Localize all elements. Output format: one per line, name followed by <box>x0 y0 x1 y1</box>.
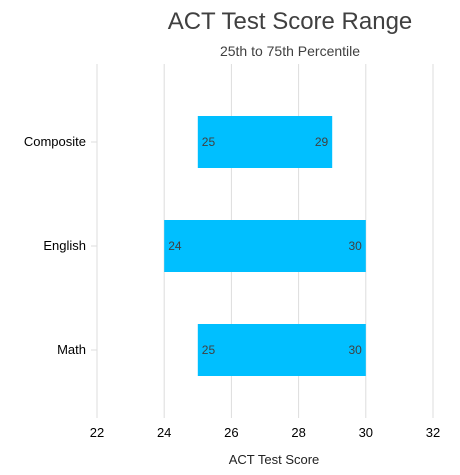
chart-subtitle: 25th to 75th Percentile <box>219 43 361 59</box>
range-bars: 25 29 24 30 25 30 <box>164 116 366 376</box>
x-tick-label: 32 <box>426 425 440 440</box>
range-bar <box>197 116 333 168</box>
bar-high-label: 30 <box>348 239 362 253</box>
bar-high-label: 29 <box>315 135 329 149</box>
chart-title: ACT Test Score Range <box>167 8 413 35</box>
bar-high-label: 30 <box>348 343 362 357</box>
x-axis-title: ACT Test Score <box>228 452 320 467</box>
x-tick-label: 26 <box>224 425 238 440</box>
bar-low-label: 24 <box>168 239 182 253</box>
range-bar <box>164 220 366 272</box>
value-axis: 22 24 26 28 30 32 <box>90 425 440 440</box>
bar-low-label: 25 <box>202 343 216 357</box>
category-label: English <box>43 238 86 253</box>
bar-low-label: 25 <box>202 135 216 149</box>
range-bar <box>197 324 366 376</box>
category-label: Composite <box>24 134 86 149</box>
x-tick-label: 28 <box>291 425 305 440</box>
x-tick-label: 22 <box>90 425 104 440</box>
x-tick-label: 30 <box>359 425 373 440</box>
category-label: Math <box>57 342 86 357</box>
x-tick-label: 24 <box>157 425 171 440</box>
category-axis: Composite English Math <box>24 134 97 357</box>
